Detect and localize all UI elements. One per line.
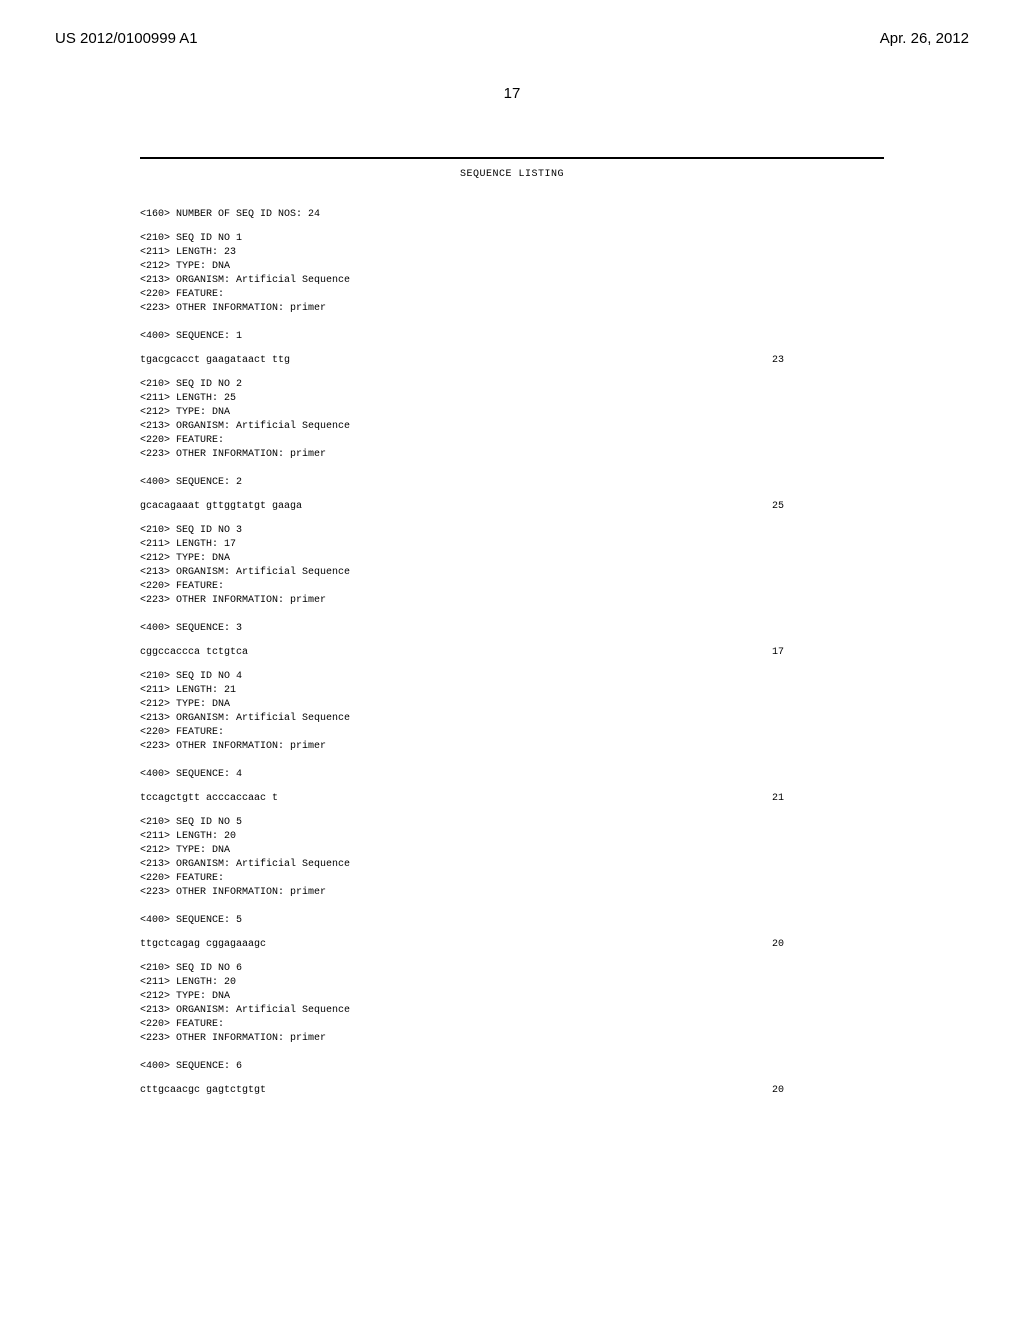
seq-meta-line: <212> TYPE: DNA xyxy=(140,260,884,274)
seq-count-line: <160> NUMBER OF SEQ ID NOS: 24 xyxy=(140,208,884,222)
sequence-length-num: 21 xyxy=(772,792,884,806)
seq-meta-line: <212> TYPE: DNA xyxy=(140,552,884,566)
sequence-length-num: 23 xyxy=(772,354,884,368)
seq-meta-line: <213> ORGANISM: Artificial Sequence xyxy=(140,858,884,872)
sequence-data-row: cggccaccca tctgtca 17 xyxy=(140,646,884,660)
seq-meta-line: <210> SEQ ID NO 5 xyxy=(140,816,884,830)
sequence-data-row: tgacgcacct gaagataact ttg 23 xyxy=(140,354,884,368)
sequence-length-num: 20 xyxy=(772,938,884,952)
sequence-data-row: ttgctcagag cggagaaagc 20 xyxy=(140,938,884,952)
seq-meta-line: <210> SEQ ID NO 1 xyxy=(140,232,884,246)
sequence-data-row: cttgcaacgc gagtctgtgt 20 xyxy=(140,1084,884,1098)
sequence-length-num: 17 xyxy=(772,646,884,660)
page-number: 17 xyxy=(0,85,1024,102)
seq-meta-line: <220> FEATURE: xyxy=(140,726,884,740)
seq-meta-line: <213> ORGANISM: Artificial Sequence xyxy=(140,712,884,726)
seq-meta-line: <212> TYPE: DNA xyxy=(140,698,884,712)
seq-meta-line: <213> ORGANISM: Artificial Sequence xyxy=(140,566,884,580)
sequence-block-1: <210> SEQ ID NO 1 <211> LENGTH: 23 <212>… xyxy=(140,232,884,368)
patent-id: US 2012/0100999 A1 xyxy=(55,30,198,47)
seq-meta-line: <211> LENGTH: 20 xyxy=(140,976,884,990)
seq-meta-line: <223> OTHER INFORMATION: primer xyxy=(140,594,884,608)
seq-meta-line: <210> SEQ ID NO 2 xyxy=(140,378,884,392)
seq-meta-line: <213> ORGANISM: Artificial Sequence xyxy=(140,274,884,288)
sequence-label: <400> SEQUENCE: 4 xyxy=(140,768,884,782)
sequence-listing-title: SEQUENCE LISTING xyxy=(0,169,1024,180)
seq-meta-line: <220> FEATURE: xyxy=(140,434,884,448)
seq-meta-line: <213> ORGANISM: Artificial Sequence xyxy=(140,420,884,434)
sequence-block-3: <210> SEQ ID NO 3 <211> LENGTH: 17 <212>… xyxy=(140,524,884,660)
sequence-block-4: <210> SEQ ID NO 4 <211> LENGTH: 21 <212>… xyxy=(140,670,884,806)
seq-meta-line: <212> TYPE: DNA xyxy=(140,406,884,420)
seq-meta-line: <211> LENGTH: 25 xyxy=(140,392,884,406)
sequence-label: <400> SEQUENCE: 1 xyxy=(140,330,884,344)
seq-meta-line: <223> OTHER INFORMATION: primer xyxy=(140,740,884,754)
sequence-data-row: tccagctgtt acccaccaac t 21 xyxy=(140,792,884,806)
sequence-label: <400> SEQUENCE: 2 xyxy=(140,476,884,490)
seq-meta-line: <223> OTHER INFORMATION: primer xyxy=(140,302,884,316)
sequence-length-num: 20 xyxy=(772,1084,884,1098)
seq-meta-line: <223> OTHER INFORMATION: primer xyxy=(140,448,884,462)
seq-meta-line: <213> ORGANISM: Artificial Sequence xyxy=(140,1004,884,1018)
seq-meta-line: <211> LENGTH: 21 xyxy=(140,684,884,698)
seq-meta-line: <220> FEATURE: xyxy=(140,288,884,302)
sequence-block-2: <210> SEQ ID NO 2 <211> LENGTH: 25 <212>… xyxy=(140,378,884,514)
sequence-length-num: 25 xyxy=(772,500,884,514)
seq-meta-line: <220> FEATURE: xyxy=(140,1018,884,1032)
sequence-block-5: <210> SEQ ID NO 5 <211> LENGTH: 20 <212>… xyxy=(140,816,884,952)
seq-meta-line: <210> SEQ ID NO 4 xyxy=(140,670,884,684)
seq-meta-line: <223> OTHER INFORMATION: primer xyxy=(140,886,884,900)
sequence-listing-content: <160> NUMBER OF SEQ ID NOS: 24 <210> SEQ… xyxy=(140,208,884,1098)
seq-meta-line: <211> LENGTH: 20 xyxy=(140,830,884,844)
seq-meta-line: <210> SEQ ID NO 3 xyxy=(140,524,884,538)
horizontal-divider xyxy=(140,157,884,159)
seq-meta-line: <211> LENGTH: 17 xyxy=(140,538,884,552)
seq-meta-line: <223> OTHER INFORMATION: primer xyxy=(140,1032,884,1046)
sequence-text: tccagctgtt acccaccaac t xyxy=(140,792,278,806)
sequence-text: cggccaccca tctgtca xyxy=(140,646,248,660)
seq-meta-line: <212> TYPE: DNA xyxy=(140,990,884,1004)
sequence-label: <400> SEQUENCE: 3 xyxy=(140,622,884,636)
sequence-label: <400> SEQUENCE: 6 xyxy=(140,1060,884,1074)
sequence-data-row: gcacagaaat gttggtatgt gaaga 25 xyxy=(140,500,884,514)
sequence-text: ttgctcagag cggagaaagc xyxy=(140,938,266,952)
seq-meta-line: <212> TYPE: DNA xyxy=(140,844,884,858)
seq-meta-line: <220> FEATURE: xyxy=(140,580,884,594)
document-header: US 2012/0100999 A1 Apr. 26, 2012 xyxy=(0,0,1024,47)
seq-meta-line: <220> FEATURE: xyxy=(140,872,884,886)
seq-meta-line: <210> SEQ ID NO 6 xyxy=(140,962,884,976)
seq-meta-line: <211> LENGTH: 23 xyxy=(140,246,884,260)
sequence-text: tgacgcacct gaagataact ttg xyxy=(140,354,290,368)
publication-date: Apr. 26, 2012 xyxy=(880,30,969,47)
sequence-text: gcacagaaat gttggtatgt gaaga xyxy=(140,500,302,514)
sequence-block-6: <210> SEQ ID NO 6 <211> LENGTH: 20 <212>… xyxy=(140,962,884,1098)
sequence-label: <400> SEQUENCE: 5 xyxy=(140,914,884,928)
sequence-text: cttgcaacgc gagtctgtgt xyxy=(140,1084,266,1098)
